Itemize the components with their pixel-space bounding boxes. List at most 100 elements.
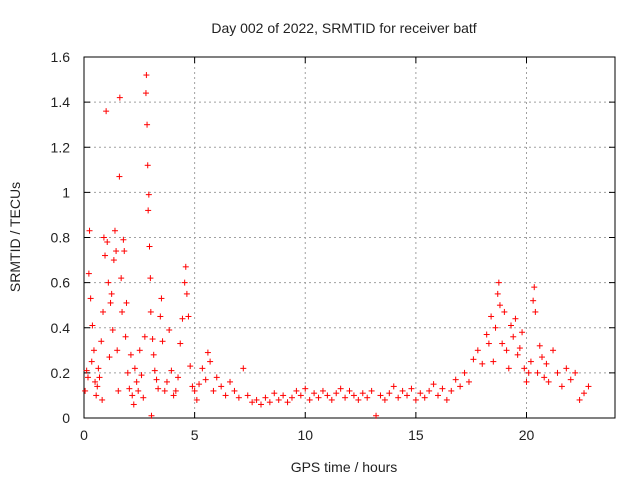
data-point [159, 338, 166, 345]
data-point [103, 108, 110, 115]
data-point [306, 396, 313, 403]
data-point [202, 376, 209, 383]
data-point [532, 308, 539, 315]
grid-lines [84, 57, 615, 418]
data-point [90, 347, 97, 354]
y-tick-label: 1.4 [51, 94, 71, 110]
y-tick-label: 0.2 [51, 365, 71, 381]
x-tick-label: 15 [408, 427, 424, 443]
data-point [319, 387, 326, 394]
data-point [536, 342, 543, 349]
data-point [235, 394, 242, 401]
x-tick-label: 10 [297, 427, 313, 443]
x-tick-label: 20 [519, 427, 535, 443]
data-point [364, 394, 371, 401]
tick-labels: 0 5 10 15 20 0 0.2 0.4 0.6 0.8 1 1.2 1.4 1.6 [51, 49, 535, 443]
data-point [435, 392, 441, 399]
data-point [107, 299, 114, 306]
data-point [108, 290, 115, 297]
data-point [170, 392, 177, 399]
data-point [350, 392, 357, 399]
data-point [98, 338, 105, 345]
data-point [151, 367, 158, 374]
data-point [131, 365, 138, 372]
data-point [302, 385, 309, 392]
data-point [271, 390, 278, 397]
data-point [144, 121, 151, 128]
data-point [240, 365, 247, 372]
data-point [377, 392, 384, 399]
data-point [373, 412, 380, 419]
x-axis-label: GPS time / hours [291, 459, 398, 475]
y-tick-label: 1.2 [51, 139, 71, 155]
data-point [95, 365, 102, 372]
data-point [193, 396, 200, 403]
data-point [342, 394, 349, 401]
y-axis-label: SRMTID / TECUs [7, 182, 23, 292]
data-point [144, 162, 151, 169]
data-point [508, 322, 515, 329]
data-point [83, 367, 90, 374]
x-tick-label: 0 [80, 427, 88, 443]
data-point [439, 385, 446, 392]
data-point [181, 279, 188, 286]
data-point [142, 90, 149, 97]
data-point [465, 378, 472, 385]
data-point [494, 290, 501, 297]
data-point [510, 333, 517, 340]
data-point [514, 351, 521, 358]
data-point [84, 374, 91, 381]
data-point [157, 313, 164, 320]
data-point [86, 227, 93, 234]
data-point [496, 302, 503, 309]
data-point [448, 387, 455, 394]
data-point [483, 331, 490, 338]
data-point [85, 270, 92, 277]
data-point [133, 378, 140, 385]
data-point [185, 313, 192, 320]
data-point [558, 383, 565, 390]
data-point [519, 329, 526, 336]
data-point [399, 387, 406, 394]
data-point [315, 394, 322, 401]
data-point [204, 349, 211, 356]
data-point [284, 399, 291, 406]
data-point [92, 378, 99, 385]
data-point [147, 308, 154, 315]
data-point [187, 363, 194, 370]
data-point [120, 236, 127, 243]
data-point [288, 394, 295, 401]
data-point [183, 290, 190, 297]
data-point [543, 360, 550, 367]
data-point [147, 275, 154, 282]
data-point [386, 390, 393, 397]
data-point [581, 390, 588, 397]
data-point [168, 367, 175, 374]
data-point [104, 239, 111, 246]
data-point [118, 275, 125, 282]
data-point [495, 279, 502, 286]
data-point [124, 369, 131, 376]
data-point [531, 284, 538, 291]
data-point [155, 385, 162, 392]
data-point [426, 387, 433, 394]
data-point [501, 308, 508, 315]
data-point [109, 327, 116, 334]
data-point [175, 374, 182, 381]
data-point [538, 354, 545, 361]
data-point [199, 365, 206, 372]
data-point [359, 390, 366, 397]
data-point [163, 378, 170, 385]
data-point [355, 396, 362, 403]
data-point [158, 295, 165, 302]
y-tick-label: 1 [62, 184, 70, 200]
data-point [368, 387, 375, 394]
data-point [94, 383, 101, 390]
data-point [227, 378, 234, 385]
data-points [82, 72, 592, 419]
data-point [87, 295, 94, 302]
data-point [106, 354, 113, 361]
data-point [130, 401, 137, 408]
data-point [550, 347, 557, 354]
data-point [534, 369, 541, 376]
